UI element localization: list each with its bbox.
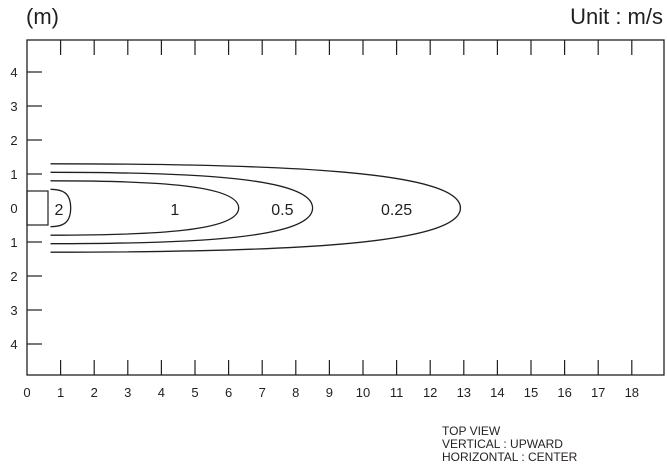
x-tick-label: 15 (524, 385, 538, 400)
x-tick-label: 12 (423, 385, 437, 400)
contour-line (50, 163, 462, 253)
y-tick-label: 0 (10, 201, 17, 216)
left-ticks (27, 71, 42, 345)
x-tick-label: 10 (356, 385, 370, 400)
x-tick-label: 14 (490, 385, 504, 400)
contour-line (50, 188, 72, 228)
contour-labels: 2 1 0.5 0.25 (54, 202, 412, 219)
contour-label: 2 (54, 202, 63, 219)
plot-frame (26, 39, 665, 376)
y-tick-label: 4 (10, 65, 17, 80)
top-ticks (59, 40, 633, 55)
contour-line (50, 171, 314, 245)
x-tick-label: 13 (457, 385, 471, 400)
y-tick-label: 3 (10, 303, 17, 318)
vertical-note: VERTICAL : UPWARD (442, 437, 563, 451)
contour-label: 0.25 (381, 202, 412, 219)
x-tick-label: 18 (625, 385, 639, 400)
horizontal-note: HORIZONTAL : CENTER (442, 450, 578, 464)
contour-label: 0.5 (271, 202, 293, 219)
length-unit-label: (m) (26, 4, 59, 29)
x-tick-label: 1 (57, 385, 64, 400)
x-tick-label: 2 (91, 385, 98, 400)
x-tick-label: 3 (124, 385, 131, 400)
x-tick-label: 7 (259, 385, 266, 400)
y-tick-label: 4 (10, 337, 17, 352)
x-tick-label: 0 (23, 385, 30, 400)
x-tick-label: 9 (326, 385, 333, 400)
y-tick-labels: 4 3 2 1 0 1 2 3 4 (10, 65, 17, 352)
x-tick-label: 4 (158, 385, 165, 400)
bottom-ticks (59, 360, 633, 375)
x-tick-label: 5 (191, 385, 198, 400)
contour-lines (50, 163, 462, 253)
y-tick-label: 1 (10, 167, 17, 182)
y-tick-label: 2 (10, 269, 17, 284)
outlet-box (26, 190, 49, 226)
velocity-unit-label: Unit : m/s (570, 4, 663, 29)
y-tick-label: 3 (10, 99, 17, 114)
x-tick-label: 11 (390, 385, 404, 400)
x-tick-labels: 0 1 2 3 4 5 6 7 8 9 10 11 12 13 14 15 16 17 18 (23, 385, 639, 400)
contour-line (50, 180, 240, 236)
x-tick-label: 6 (225, 385, 232, 400)
y-tick-label: 2 (10, 133, 17, 148)
y-tick-label: 1 (10, 235, 17, 250)
view-note: TOP VIEW (442, 424, 501, 438)
x-tick-label: 16 (557, 385, 571, 400)
x-tick-label: 17 (591, 385, 605, 400)
x-tick-label: 8 (292, 385, 299, 400)
contour-label: 1 (170, 202, 179, 219)
